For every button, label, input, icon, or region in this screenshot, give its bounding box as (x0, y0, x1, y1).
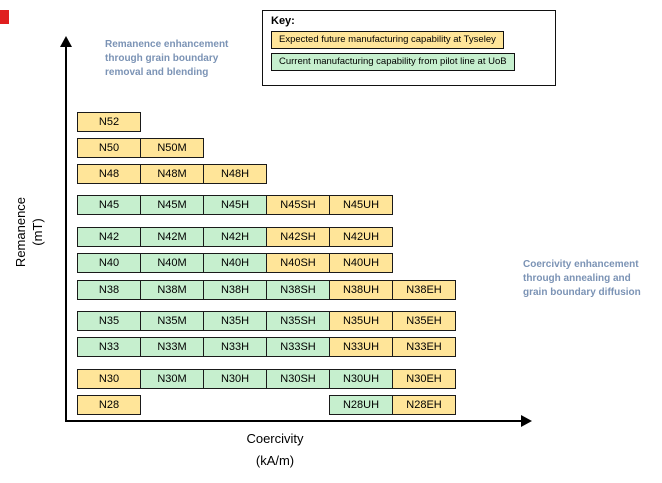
y-axis-label: Remanence (mT) (12, 172, 48, 292)
grade-cell-n30h: N30H (203, 369, 267, 389)
grade-cell-n33h: N33H (203, 337, 267, 357)
grade-cell-n33eh: N33EH (392, 337, 456, 357)
grade-cell-n40m: N40M (140, 253, 204, 273)
grade-cell-n30sh: N30SH (266, 369, 330, 389)
grade-cell-n30: N30 (77, 369, 141, 389)
x-axis-arrow-icon (521, 415, 532, 427)
grade-cell-n38h: N38H (203, 280, 267, 300)
grade-cell-n30eh: N30EH (392, 369, 456, 389)
y-axis-line (65, 46, 67, 422)
grade-cell-n52: N52 (77, 112, 141, 132)
grade-cell-n38: N38 (77, 280, 141, 300)
x-axis-label-line2: (kA/m) (255, 453, 295, 468)
key-legend: Key: Expected future manufacturing capab… (262, 10, 556, 86)
x-axis-label: Coercivity (kA/m) (205, 428, 345, 472)
grade-cell-n45uh: N45UH (329, 195, 393, 215)
grade-cell-n40sh: N40SH (266, 253, 330, 273)
grade-cell-n35uh: N35UH (329, 311, 393, 331)
coercivity-annotation: Coercivity enhancement through annealing… (523, 259, 641, 298)
key-item-current: Current manufacturing capability from pi… (271, 53, 515, 71)
grade-cell-n42uh: N42UH (329, 227, 393, 247)
grade-cell-n33: N33 (77, 337, 141, 357)
y-axis-label-line2: (mT) (30, 218, 45, 246)
grade-cell-n33uh: N33UH (329, 337, 393, 357)
grade-cell-n38m: N38M (140, 280, 204, 300)
grade-cell-n42: N42 (77, 227, 141, 247)
grade-cell-n35m: N35M (140, 311, 204, 331)
grade-cell-n42h: N42H (203, 227, 267, 247)
key-items: Expected future manufacturing capability… (263, 31, 555, 71)
key-title: Key: (271, 15, 295, 27)
grade-cell-n40: N40 (77, 253, 141, 273)
grade-cell-n48: N48 (77, 164, 141, 184)
grade-cell-n42m: N42M (140, 227, 204, 247)
grade-cell-n50m: N50M (140, 138, 204, 158)
y-axis-arrow-icon (60, 36, 72, 47)
grade-cell-n45sh: N45SH (266, 195, 330, 215)
grade-cell-n45: N45 (77, 195, 141, 215)
grade-cell-n40h: N40H (203, 253, 267, 273)
grade-cell-n28uh: N28UH (329, 395, 393, 415)
grade-cell-n30uh: N30UH (329, 369, 393, 389)
x-axis-line (65, 420, 523, 422)
grade-cell-n50: N50 (77, 138, 141, 158)
x-axis-label-line1: Coercivity (246, 431, 304, 446)
grade-cell-n35eh: N35EH (392, 311, 456, 331)
y-axis-label-line1: Remanence (13, 196, 28, 268)
grade-cell-n35: N35 (77, 311, 141, 331)
edge-marker (0, 10, 9, 24)
remanence-annotation: Remanence enhancement through grain boun… (105, 39, 229, 78)
grade-cell-n35h: N35H (203, 311, 267, 331)
grade-cell-n28eh: N28EH (392, 395, 456, 415)
grade-cell-n38eh: N38EH (392, 280, 456, 300)
grade-cell-n48h: N48H (203, 164, 267, 184)
grade-cell-n33m: N33M (140, 337, 204, 357)
grade-cell-n28: N28 (77, 395, 141, 415)
grade-cell-n38sh: N38SH (266, 280, 330, 300)
grade-cell-n38uh: N38UH (329, 280, 393, 300)
grade-cell-n42sh: N42SH (266, 227, 330, 247)
grade-cell-n48m: N48M (140, 164, 204, 184)
grade-cell-n40uh: N40UH (329, 253, 393, 273)
key-item-future: Expected future manufacturing capability… (271, 31, 504, 49)
grade-cell-n35sh: N35SH (266, 311, 330, 331)
grade-cell-n30m: N30M (140, 369, 204, 389)
grade-cell-n33sh: N33SH (266, 337, 330, 357)
grade-cell-n45m: N45M (140, 195, 204, 215)
grade-cell-n45h: N45H (203, 195, 267, 215)
